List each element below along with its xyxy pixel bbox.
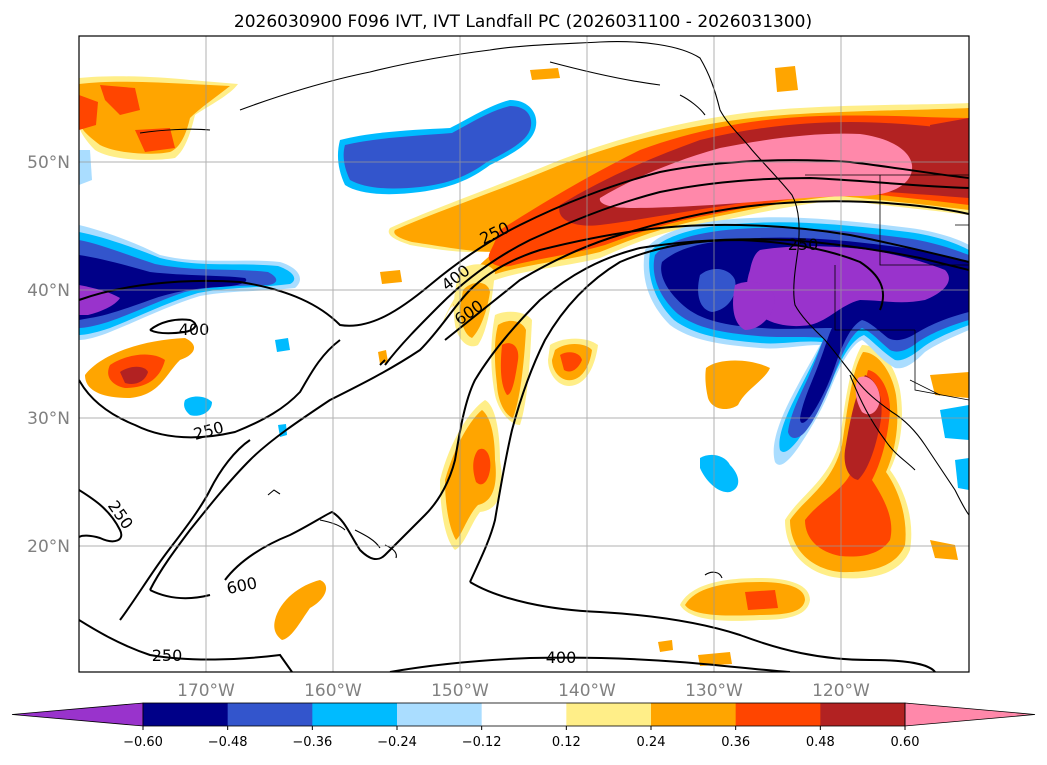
- colorbar-tick-label: 0.24: [637, 735, 666, 750]
- colorbar-segment: [566, 703, 652, 726]
- map-frame: [78, 35, 970, 673]
- contour-label: 250: [152, 646, 183, 665]
- lat-label-30n: 30°N: [27, 409, 70, 429]
- colorbar-extend-max: [904, 702, 1036, 727]
- lon-label-160w: 160°W: [304, 681, 362, 701]
- coastlines: [139, 41, 969, 579]
- contour-label: 400: [179, 320, 210, 339]
- colorbar-tick-label: 0.60: [891, 735, 920, 750]
- colorbar-segment: [481, 703, 567, 726]
- latitude-labels: 50°N 40°N 30°N 20°N: [27, 153, 70, 557]
- colorbar-tick-label: 0.12: [552, 735, 581, 750]
- colorbar: [11, 702, 1036, 727]
- colorbar-segment: [312, 703, 398, 726]
- colorbar-tick-label: −0.48: [208, 735, 248, 750]
- colorbar-segment: [143, 703, 229, 726]
- colorbar-tick-label: −0.60: [123, 735, 163, 750]
- lat-label-40n: 40°N: [27, 281, 70, 301]
- contour-label: 250: [788, 235, 819, 254]
- positive-ivt-field: [79, 66, 969, 666]
- colorbar-segment: [820, 703, 906, 726]
- colorbar-frame: [142, 702, 906, 727]
- gridlines: [79, 36, 969, 672]
- contour-labels: 250 400 600 400 250 250 600 250 400 250: [104, 218, 818, 667]
- colorbar-tick-label: −0.24: [377, 735, 417, 750]
- contour-label: 400: [546, 648, 577, 667]
- colorbar-tick-label: 0.48: [806, 735, 835, 750]
- colorbar-segment: [397, 703, 483, 726]
- lon-label-120w: 120°W: [812, 681, 870, 701]
- colorbar-extend-min: [11, 702, 144, 727]
- colorbar-segment: [735, 703, 821, 726]
- lat-label-50n: 50°N: [27, 153, 70, 173]
- colorbar-segment: [651, 703, 737, 726]
- lon-label-150w: 150°W: [431, 681, 489, 701]
- map-panel: 250 400 600 400 250 250 600 250 400 250: [79, 36, 969, 672]
- figure-title: 2026030900 F096 IVT, IVT Landfall PC (20…: [234, 12, 812, 32]
- colorbar-ticks: −0.60 −0.48 −0.36 −0.24 −0.12 0.12 0.24 0.36 0.4…: [123, 726, 919, 750]
- lon-label-140w: 140°W: [558, 681, 616, 701]
- lat-label-20n: 20°N: [27, 537, 70, 557]
- lon-label-170w: 170°W: [177, 681, 235, 701]
- colorbar-tick-label: −0.12: [462, 735, 502, 750]
- ivt-contours: [79, 159, 969, 672]
- colorbar-tick-label: −0.36: [292, 735, 332, 750]
- longitude-labels: 170°W 160°W 150°W 140°W 130°W 120°W: [177, 681, 870, 701]
- lon-label-130w: 130°W: [685, 681, 743, 701]
- colorbar-segment: [227, 703, 313, 726]
- negative-ivt-field: [79, 100, 969, 493]
- colorbar-tick-label: 0.36: [721, 735, 750, 750]
